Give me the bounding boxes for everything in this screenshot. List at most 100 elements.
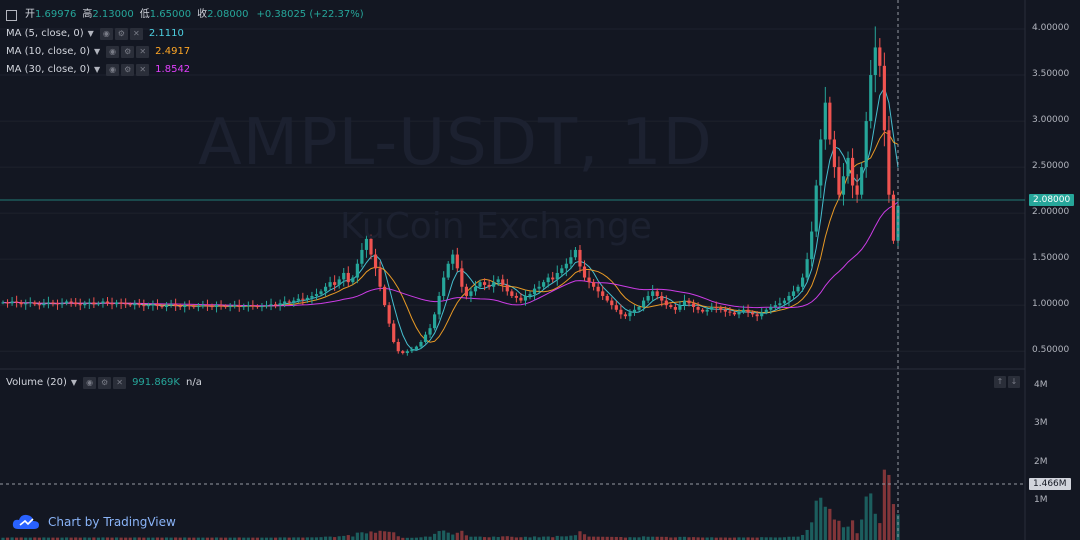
- volume-bar: [65, 537, 69, 540]
- candle-body: [564, 263, 568, 269]
- close-icon[interactable]: ✕: [113, 377, 127, 389]
- candle-body: [292, 300, 296, 303]
- candle-body: [660, 295, 664, 301]
- candle-body: [546, 277, 550, 283]
- volume-bar: [832, 519, 836, 540]
- current-price-badge: 2.08000: [1029, 194, 1075, 206]
- volume-bar: [364, 533, 369, 540]
- volume-bar: [514, 537, 518, 540]
- candle-body: [510, 291, 514, 296]
- volume-bar: [114, 537, 119, 540]
- candle-body: [728, 311, 732, 313]
- volume-bar: [342, 535, 346, 540]
- ma-line: [2, 201, 899, 309]
- settings-icon[interactable]: ⚙: [121, 64, 135, 76]
- volume-bar: [655, 536, 659, 540]
- volume-bar: [460, 530, 464, 540]
- candle-body: [310, 295, 314, 298]
- volume-bar: [551, 537, 555, 540]
- volume-bar: [105, 537, 110, 540]
- candle-body: [628, 312, 632, 317]
- move-down-icon[interactable]: ↓: [1008, 376, 1020, 388]
- candle-body: [273, 304, 278, 306]
- candle-body: [778, 303, 782, 306]
- settings-icon[interactable]: ⚙: [98, 377, 112, 389]
- close-icon[interactable]: ✕: [136, 64, 150, 76]
- close-icon[interactable]: ✕: [129, 28, 143, 40]
- close-icon[interactable]: ✕: [136, 46, 150, 58]
- chevron-down-icon[interactable]: ▼: [87, 29, 94, 38]
- volume-bar: [760, 537, 764, 540]
- volume-bar: [128, 537, 132, 540]
- candle-body: [764, 309, 768, 313]
- volume-bar: [492, 536, 496, 540]
- settings-icon[interactable]: ⚙: [121, 46, 135, 58]
- volume-bar: [196, 537, 200, 540]
- candle-body: [705, 309, 709, 312]
- ma5-legend[interactable]: MA (5, close, 0) ▼ ◉ ⚙ ✕ 2.1110: [6, 27, 184, 41]
- volume-bar: [464, 535, 468, 540]
- candle-body: [741, 309, 746, 312]
- volume-bar: [691, 537, 696, 540]
- crosshair-volume-badge: 1.466M: [1029, 478, 1071, 490]
- candle-body: [787, 295, 791, 301]
- candle-body: [860, 167, 864, 195]
- price-tick-label: 0.50000: [1032, 345, 1070, 356]
- volume-bar: [610, 536, 614, 540]
- candle-body: [369, 238, 373, 255]
- volume-bar: [542, 536, 546, 540]
- volume-bar: [74, 537, 78, 540]
- volume-bar: [1, 537, 5, 540]
- candle-body: [37, 304, 41, 306]
- ma5-label: MA (5, close, 0): [6, 28, 84, 39]
- tradingview-logo[interactable]: Chart by TradingView: [12, 513, 176, 531]
- volume-bar: [228, 537, 232, 540]
- volume-bar: [614, 536, 618, 540]
- volume-bar: [682, 536, 687, 540]
- candle-body: [878, 47, 882, 66]
- settings-icon[interactable]: ⚙: [114, 28, 128, 40]
- visibility-icon[interactable]: ◉: [83, 377, 97, 389]
- visibility-icon[interactable]: ◉: [106, 64, 120, 76]
- volume-bar: [246, 537, 250, 540]
- price-tick-label: 1.50000: [1032, 253, 1070, 264]
- collapse-icon[interactable]: [6, 9, 17, 21]
- chevron-down-icon[interactable]: ▼: [94, 65, 101, 74]
- volume-bar: [46, 537, 51, 540]
- volume-bar: [119, 537, 123, 540]
- ma30-legend[interactable]: MA (30, close, 0) ▼ ◉ ⚙ ✕ 1.8542: [6, 63, 190, 77]
- volume-bar: [24, 537, 28, 540]
- volume-bar: [864, 496, 868, 540]
- volume-bar: [796, 536, 800, 540]
- volume-bar: [37, 537, 41, 540]
- volume-bar: [15, 537, 19, 540]
- candle-body: [801, 277, 805, 287]
- visibility-icon[interactable]: ◉: [99, 28, 113, 40]
- volume-bar: [592, 536, 596, 540]
- candle-body: [814, 185, 818, 232]
- volume-bar: [805, 529, 809, 540]
- volume-bar: [769, 537, 773, 540]
- chevron-down-icon[interactable]: ▼: [70, 378, 78, 387]
- candle-body: [160, 306, 164, 308]
- volume-bar: [628, 537, 632, 540]
- ma10-legend[interactable]: MA (10, close, 0) ▼ ◉ ⚙ ✕ 2.4917: [6, 45, 190, 59]
- volume-bar: [442, 530, 446, 540]
- volume-bar: [292, 537, 296, 540]
- volume-legend[interactable]: Volume (20) ▼ ◉ ⚙ ✕ 991.869K n/a: [6, 376, 202, 390]
- volume-bar: [333, 537, 337, 540]
- volume-bar: [28, 537, 32, 540]
- candle-body: [760, 312, 764, 317]
- volume-bar: [451, 534, 455, 540]
- candle-body: [655, 291, 659, 296]
- candle-body: [796, 286, 800, 292]
- move-up-icon[interactable]: ↑: [994, 376, 1006, 388]
- candle-body: [301, 298, 305, 300]
- candle-body: [287, 301, 291, 303]
- volume-bar: [782, 537, 787, 540]
- volume-bar: [42, 537, 46, 540]
- candle-body: [487, 284, 491, 287]
- visibility-icon[interactable]: ◉: [106, 46, 120, 58]
- chevron-down-icon[interactable]: ▼: [94, 47, 101, 56]
